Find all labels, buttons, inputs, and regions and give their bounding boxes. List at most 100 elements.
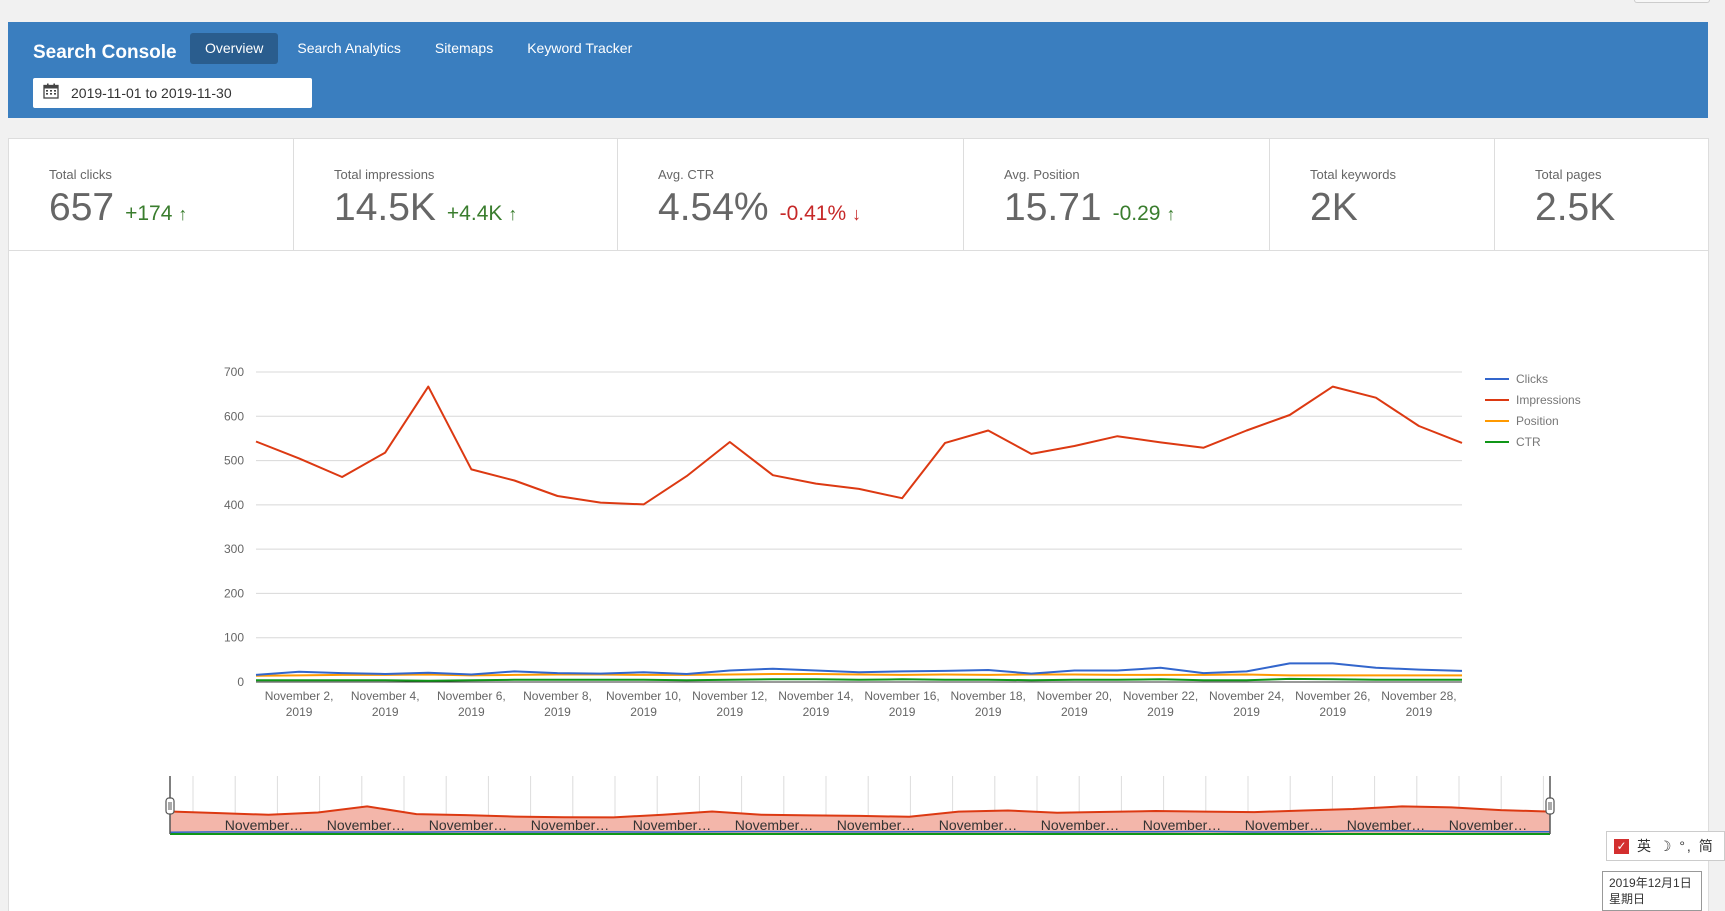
- stat-delta: +4.4K ↑: [446, 202, 518, 225]
- stat-total-keywords: Total keywords 2K: [1270, 139, 1495, 250]
- nav-sitemaps[interactable]: Sitemaps: [434, 40, 494, 56]
- x-tick-label: 2019: [630, 705, 657, 719]
- chart-panel: 0 100 200 300 400 500 600 700 November 2, 2019 Nov…: [8, 251, 1709, 911]
- y-tick-label: 500: [224, 454, 244, 468]
- legend-label: Clicks: [1516, 372, 1548, 386]
- x-tick-label: November 2,: [265, 689, 334, 703]
- stat-delta: -0.29 ↑: [1112, 202, 1176, 225]
- navigator-label: November…: [633, 817, 712, 833]
- navigator-label: November…: [735, 817, 814, 833]
- navigator-line-clicks: [169, 830, 1551, 833]
- x-tick-label: 2019: [975, 705, 1002, 719]
- y-tick-label: 300: [224, 542, 244, 556]
- x-tick-label: November 6,: [437, 689, 506, 703]
- date-range-picker[interactable]: [33, 78, 312, 108]
- y-tick-label: 700: [224, 365, 244, 379]
- navigator-label: November…: [1449, 817, 1528, 833]
- x-tick-label: 2019: [1147, 705, 1174, 719]
- x-tick-label: November 12,: [692, 689, 767, 703]
- x-tick-label: November 22,: [1123, 689, 1198, 703]
- x-tick-label: November 20,: [1037, 689, 1112, 703]
- navigator-label: November…: [327, 817, 406, 833]
- x-tick-label: 2019: [372, 705, 399, 719]
- y-tick-label: 400: [224, 498, 244, 512]
- x-tick-label: 2019: [803, 705, 830, 719]
- x-tick-label: 2019: [544, 705, 571, 719]
- navigator-line-impressions: [169, 805, 1551, 819]
- stat-delta: -0.41% ↓: [779, 202, 862, 225]
- series-line-clicks: [255, 662, 1463, 676]
- x-tick-label: November 18,: [951, 689, 1026, 703]
- performance-line-chart: 0 100 200 300 400 500 600 700 November 2, 2019 Nov…: [165, 365, 1581, 835]
- tooltip-weekday: 星期日: [1609, 892, 1646, 906]
- x-tick-label: November 14,: [778, 689, 853, 703]
- stat-value: 657: [49, 186, 115, 229]
- date-range-input[interactable]: [71, 85, 301, 101]
- stat-avg-ctr: Avg. CTR 4.54% -0.41% ↓: [618, 139, 964, 250]
- stats-bar: Total clicks 657 +174 ↑ Total impressions…: [8, 138, 1709, 251]
- stat-label: Total keywords: [1310, 167, 1396, 182]
- calendar-icon: [43, 83, 59, 104]
- brand-title: Search Console: [33, 42, 177, 63]
- legend-label: Impressions: [1516, 393, 1581, 407]
- x-tick-label: 2019: [1061, 705, 1088, 719]
- app-header: Search Console Overview Search Analytics…: [8, 22, 1708, 118]
- x-tick-label: 2019: [286, 705, 313, 719]
- x-tick-label: 2019: [716, 705, 743, 719]
- ime-toolbar[interactable]: ✓ 英 ☽ °, 简: [1606, 831, 1725, 861]
- y-tick-label: 600: [224, 409, 244, 423]
- check-icon: ✓: [1614, 838, 1629, 854]
- series-line-ctr: [256, 677, 1462, 682]
- x-tick-label: 2019: [1233, 705, 1260, 719]
- stat-value: 4.54%: [658, 186, 769, 229]
- navigator-area-impressions: [170, 806, 1550, 834]
- legend-label: CTR: [1516, 435, 1541, 449]
- navigator-label: November…: [225, 817, 304, 833]
- x-tick-label: November 26,: [1295, 689, 1370, 703]
- navigator-label: November…: [531, 817, 610, 833]
- stat-total-pages: Total pages 2.5K: [1495, 139, 1708, 250]
- stat-value: 14.5K: [334, 186, 436, 229]
- y-tick-label: 200: [224, 586, 244, 600]
- x-tick-label: November 16,: [864, 689, 939, 703]
- stat-label: Total clicks: [49, 167, 112, 182]
- x-tick-label: 2019: [458, 705, 485, 719]
- legend-label: Position: [1516, 414, 1559, 428]
- nav-keyword-tracker[interactable]: Keyword Tracker: [527, 40, 633, 56]
- navigator-label: November…: [1245, 817, 1324, 833]
- navigator-label: November…: [837, 817, 916, 833]
- arrow-up-icon: ↑: [178, 204, 188, 224]
- tooltip-date: 2019年12月1日: [1609, 876, 1692, 890]
- stat-avg-position: Avg. Position 15.71 -0.29 ↑: [964, 139, 1270, 250]
- arrow-up-icon: ↑: [1166, 204, 1176, 224]
- arrow-down-icon: ↓: [852, 204, 862, 224]
- stat-total-clicks: Total clicks 657 +174 ↑: [9, 139, 294, 250]
- navigator-right-handle[interactable]: [1545, 797, 1555, 815]
- x-tick-label: November 8,: [523, 689, 592, 703]
- x-tick-label: 2019: [1319, 705, 1346, 719]
- main-nav: Overview Search Analytics Sitemaps Keywo…: [190, 33, 651, 64]
- navigator-left-handle[interactable]: [165, 797, 175, 815]
- navigator-label: November…: [1041, 817, 1120, 833]
- stat-label: Avg. Position: [1004, 167, 1080, 182]
- stat-label: Avg. CTR: [658, 167, 715, 182]
- series-line-position: [255, 673, 1462, 677]
- navigator-label: November…: [429, 817, 508, 833]
- nav-search-analytics[interactable]: Search Analytics: [297, 40, 401, 56]
- navigator-label: November…: [1347, 817, 1426, 833]
- x-tick-label: November 24,: [1209, 689, 1284, 703]
- date-tooltip: 2019年12月1日 星期日: [1602, 871, 1702, 911]
- stat-value: 2.5K: [1535, 186, 1616, 229]
- stat-label: Total impressions: [334, 167, 435, 182]
- x-tick-label: 2019: [1406, 705, 1433, 719]
- stat-delta: +174 ↑: [125, 202, 188, 225]
- nav-overview[interactable]: Overview: [190, 33, 279, 64]
- stat-value: 15.71: [1004, 186, 1102, 229]
- ime-status-text: 英 ☽ °, 简: [1637, 838, 1715, 854]
- x-tick-label: 2019: [889, 705, 916, 719]
- y-tick-label: 0: [237, 675, 244, 689]
- arrow-up-icon: ↑: [508, 204, 518, 224]
- top-right-button[interactable]: [1634, 0, 1710, 3]
- x-tick-label: November 4,: [351, 689, 420, 703]
- stat-label: Total pages: [1535, 167, 1602, 182]
